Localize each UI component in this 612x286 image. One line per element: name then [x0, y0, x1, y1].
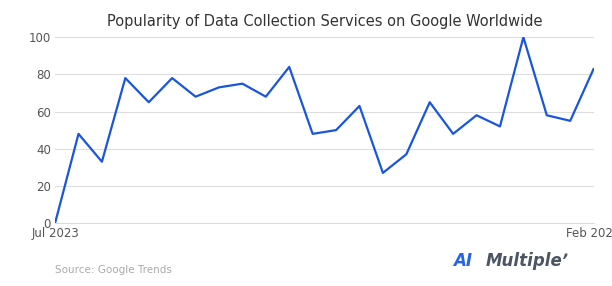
Text: Source: Google Trends: Source: Google Trends — [55, 265, 172, 275]
Text: AI: AI — [453, 252, 472, 270]
Title: Popularity of Data Collection Services on Google Worldwide: Popularity of Data Collection Services o… — [106, 14, 542, 29]
Text: Multipleʼ: Multipleʼ — [485, 252, 569, 270]
